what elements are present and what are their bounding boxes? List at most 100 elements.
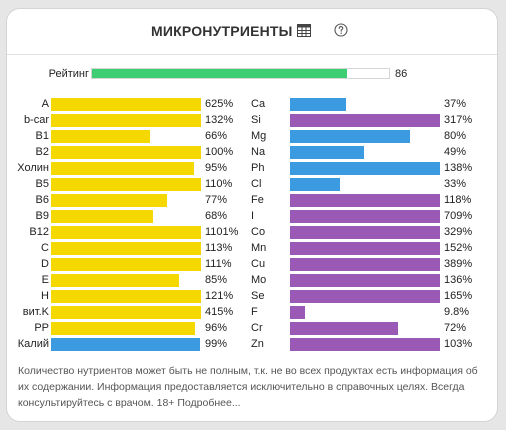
nutrient-bar xyxy=(51,162,194,175)
nutrient-bar-track xyxy=(290,322,440,335)
nutrient-bar-track xyxy=(51,322,201,335)
nutrient-bar xyxy=(51,290,201,303)
nutrient-label: b-car xyxy=(23,114,49,126)
nutrient-percent: 136% xyxy=(444,274,473,286)
nutrient-bar xyxy=(290,114,440,127)
nutrient-bar xyxy=(290,146,364,159)
header-divider xyxy=(7,54,497,55)
nutrient-bar-track xyxy=(51,114,201,127)
nutrient-bar xyxy=(290,178,340,191)
nutrient-label: Холин xyxy=(17,162,49,174)
nutrient-bar xyxy=(290,306,305,319)
nutrient-percent: 99% xyxy=(205,338,228,350)
nutrient-percent: 165% xyxy=(444,290,473,302)
nutrient-percent: 709% xyxy=(444,210,473,222)
nutrient-bar-track xyxy=(290,306,440,319)
nutrient-bar-track xyxy=(290,274,440,287)
card-title: МИКРОНУТРИЕНТЫ xyxy=(151,23,293,39)
nutrient-bar xyxy=(290,242,440,255)
nutrient-percent: 33% xyxy=(444,178,467,190)
nutrient-bar xyxy=(51,242,201,255)
nutrient-label: I xyxy=(251,210,255,222)
nutrient-label: B6 xyxy=(35,194,49,206)
nutrient-label: Калий xyxy=(17,338,49,350)
nutrient-label: E xyxy=(41,274,49,286)
nutrient-bar-track xyxy=(51,306,201,319)
nutrient-label: H xyxy=(41,290,49,302)
nutrient-bar-track xyxy=(290,290,440,303)
nutrient-bar-track xyxy=(290,338,440,351)
nutrient-label: Zn xyxy=(251,338,264,350)
nutrient-label: Ph xyxy=(251,162,265,174)
nutrient-label: Cl xyxy=(251,178,262,190)
nutrient-label: Mo xyxy=(251,274,267,286)
nutrient-percent: 121% xyxy=(205,290,234,302)
disclaimer-note: Количество нутриентов может быть не полн… xyxy=(18,365,478,409)
nutrient-percent: 80% xyxy=(444,130,467,142)
nutrient-bar-track xyxy=(290,130,440,143)
nutrient-bar-track xyxy=(290,226,440,239)
rating-bar xyxy=(91,68,390,79)
nutrient-bar xyxy=(290,338,440,351)
nutrient-label: Se xyxy=(251,290,265,302)
nutrient-label: PP xyxy=(34,322,49,334)
nutrient-percent: 103% xyxy=(444,338,473,350)
nutrient-percent: 1101% xyxy=(205,226,239,238)
nutrient-bar-track xyxy=(51,146,201,159)
nutrient-percent: 625% xyxy=(205,98,234,110)
nutrient-bar-track xyxy=(51,210,201,223)
nutrient-bar xyxy=(290,162,440,175)
nutrient-percent: 138% xyxy=(444,162,473,174)
nutrient-bar-track xyxy=(51,194,201,207)
nutrient-bar-track xyxy=(290,114,440,127)
rating-value: 86 xyxy=(395,68,408,80)
nutrient-bar xyxy=(51,322,195,335)
nutrient-label: B1 xyxy=(35,130,49,142)
nutrient-bar xyxy=(290,322,398,335)
nutrient-percent: 110% xyxy=(205,178,233,190)
nutrient-bar-track xyxy=(51,178,201,191)
nutrient-bar-track xyxy=(51,242,201,255)
nutrient-percent: 100% xyxy=(205,146,234,158)
nutrient-bar xyxy=(51,98,201,111)
help-icon[interactable] xyxy=(334,23,348,37)
nutrient-percent: 113% xyxy=(205,242,233,254)
nutrient-bar-track xyxy=(51,338,201,351)
table-icon[interactable] xyxy=(297,24,311,37)
nutrient-percent: 72% xyxy=(444,322,467,334)
nutrient-bar-track xyxy=(51,290,201,303)
nutrient-percent: 317% xyxy=(444,114,473,126)
nutrient-bar-track xyxy=(290,242,440,255)
nutrient-label: A xyxy=(41,98,49,110)
nutrient-label: Cu xyxy=(251,258,266,270)
nutrient-bar-track xyxy=(51,226,201,239)
nutrient-bar xyxy=(51,194,167,207)
nutrient-bar-track xyxy=(51,98,201,111)
nutrient-bar-track xyxy=(290,194,440,207)
nutrient-label: Mn xyxy=(251,242,267,254)
nutrient-bar xyxy=(51,306,201,319)
nutrient-label: Na xyxy=(251,146,266,158)
nutrient-bar-track xyxy=(290,258,440,271)
nutrient-bar-track xyxy=(290,210,440,223)
nutrient-bar xyxy=(290,130,410,143)
nutrient-percent: 37% xyxy=(444,98,467,110)
micronutrients-card: МИКРОНУТРИЕНТЫ Рейтинг 86 A 625% b-car 132%… xyxy=(6,8,498,422)
nutrient-label: Fe xyxy=(251,194,264,206)
card-header: МИКРОНУТРИЕНТЫ xyxy=(7,9,497,53)
nutrient-bar-track xyxy=(290,178,440,191)
nutrient-bar xyxy=(290,258,440,271)
rating-label: Рейтинг xyxy=(48,68,89,80)
nutrient-percent: 85% xyxy=(205,274,228,286)
nutrient-label: B2 xyxy=(35,146,49,158)
nutrient-percent: 415% xyxy=(205,306,234,318)
nutrient-bar-track xyxy=(51,258,201,271)
nutrient-percent: 68% xyxy=(205,210,228,222)
nutrient-percent: 96% xyxy=(205,322,228,334)
nutrient-bar xyxy=(51,114,201,127)
nutrient-bar xyxy=(51,210,153,223)
nutrient-bar xyxy=(290,290,440,303)
nutrient-label: Si xyxy=(251,114,261,126)
nutrient-bar xyxy=(51,146,201,159)
nutrient-bar xyxy=(51,130,150,143)
